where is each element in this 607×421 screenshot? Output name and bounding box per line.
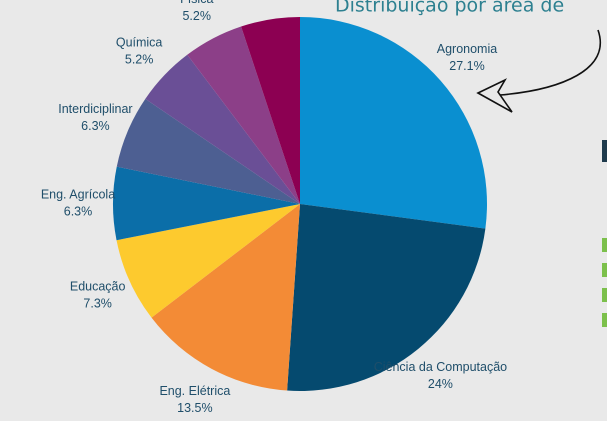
slice-value-label: 5.2%: [125, 52, 154, 66]
slice-value-label: 24%: [428, 377, 453, 391]
slice-label: Eng. Elétrica: [159, 384, 230, 398]
pie-slice: [116, 204, 300, 318]
pie-slice: [151, 204, 300, 391]
slice-label: Eng. Agrícola: [41, 188, 115, 202]
pie-slice: [187, 26, 300, 205]
pie-slice: [116, 98, 300, 204]
pie-slice: [287, 204, 486, 391]
slice-label: Física: [180, 0, 213, 6]
slice-value-label: 7.3%: [83, 297, 112, 311]
slice-value-label: 27.1%: [449, 59, 484, 73]
slice-label: Interdiciplinar: [58, 102, 132, 116]
legend-swatch: [602, 238, 607, 252]
arrow: [499, 29, 601, 96]
pie-slice: [241, 17, 300, 204]
pie-slice: [145, 54, 300, 204]
legend-swatch: [602, 263, 607, 277]
slice-label: Educação: [70, 280, 126, 294]
side-mark: [602, 140, 607, 162]
slice-label: Ciência da Computação: [374, 360, 507, 374]
slice-value-label: 6.3%: [81, 119, 110, 133]
slice-value-label: 5.2%: [182, 9, 211, 23]
pie-slice: [112, 166, 300, 241]
slice-value-label: 6.3%: [64, 205, 93, 219]
legend-swatch: [602, 288, 607, 302]
slice-value-label: 13.5%: [177, 401, 212, 415]
slice-label: Química: [116, 35, 163, 49]
legend-swatch: [602, 313, 607, 327]
arrow-head: [476, 78, 513, 113]
chart-title: Distribuição por área de: [335, 0, 564, 17]
pie-slice: [300, 17, 487, 229]
slice-label: Agronomia: [437, 42, 497, 56]
